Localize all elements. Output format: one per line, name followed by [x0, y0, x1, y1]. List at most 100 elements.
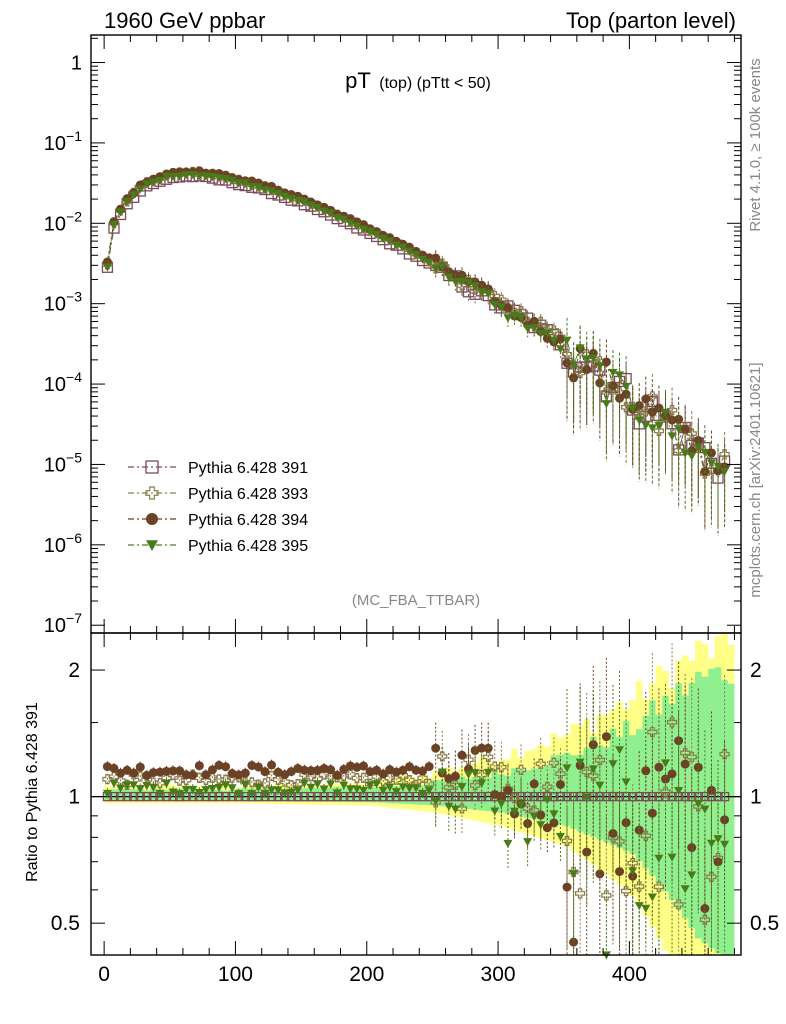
ratio-point: [411, 791, 421, 802]
ratio-point: [214, 783, 224, 792]
ratio-point: [175, 790, 185, 799]
ratio-point: [358, 786, 368, 795]
ratio-point: [515, 764, 527, 775]
x-tick-label: 300: [481, 963, 516, 986]
x-tick-label: 0: [98, 963, 110, 986]
ratio-y-tick-label-right: 1: [750, 786, 762, 809]
ratio-point: [496, 762, 507, 773]
ratio-point: [666, 717, 678, 728]
ratio-point: [155, 767, 165, 777]
ratio-point: [234, 790, 244, 799]
ratio-point: [365, 791, 375, 802]
ratio-point: [575, 888, 586, 899]
legend-label: Pythia 6.428 393: [188, 486, 308, 503]
data-point: [555, 345, 565, 354]
ratio-point: [372, 780, 382, 789]
legend-marker: [145, 486, 159, 500]
ratio-point: [431, 743, 441, 753]
ratio-point: [680, 885, 690, 894]
ratio-point: [647, 808, 657, 818]
ratio-point: [404, 784, 414, 793]
data-point: [615, 371, 625, 380]
ratio-point: [450, 779, 461, 791]
ratio-point: [154, 778, 166, 789]
ratio-point: [700, 791, 710, 802]
data-point: [647, 391, 658, 402]
y-tick-base: 10: [44, 454, 66, 476]
ratio-point: [293, 786, 303, 795]
data-point: [457, 277, 467, 286]
ratio-point: [503, 785, 513, 795]
ratio-point: [699, 914, 710, 925]
ratio-point: [299, 791, 310, 802]
ratio-point: [326, 765, 336, 775]
y-tick-exp: −5: [66, 449, 82, 465]
ratio-point: [312, 791, 323, 802]
ratio-point: [142, 791, 152, 802]
data-point: [102, 263, 112, 272]
data-point: [653, 425, 665, 436]
ratio-point: [647, 791, 658, 802]
y-tick-exp: −3: [66, 289, 82, 305]
ratio-point: [654, 854, 664, 863]
data-point: [680, 449, 690, 458]
ratio-point: [306, 766, 316, 776]
ratio-point: [188, 785, 198, 795]
ratio-point: [135, 785, 145, 794]
ratio-point: [227, 784, 237, 793]
ratio-point: [595, 781, 605, 790]
data-point: [621, 382, 631, 391]
y-tick-base: 10: [44, 133, 66, 155]
y-tick-base: 10: [44, 294, 66, 316]
ratio-point: [720, 840, 730, 849]
ratio-point: [398, 783, 408, 792]
ratio-point: [259, 778, 271, 789]
y-tick-exp: −2: [66, 208, 82, 224]
legend-label: Pythia 6.428 395: [188, 538, 308, 555]
ratio-point: [700, 904, 710, 914]
ratio-point: [267, 786, 277, 795]
ratio-point: [706, 839, 716, 848]
ratio-point: [194, 788, 204, 798]
x-tick-label: 400: [612, 963, 647, 986]
ratio-point: [418, 789, 428, 799]
ratio-point: [549, 810, 559, 819]
ratio-point: [673, 899, 684, 910]
ratio-point: [660, 759, 670, 768]
ratio-point: [444, 791, 454, 802]
ratio-point: [109, 779, 119, 788]
ratio-point: [562, 791, 572, 802]
ratio-point: [109, 791, 119, 802]
ratio-point: [687, 843, 697, 853]
ratio-point: [162, 766, 172, 776]
ratio-point: [450, 805, 460, 814]
ratio-y-tick-label-right: 0.5: [750, 912, 779, 935]
ratio-point: [365, 781, 375, 790]
ratio-point: [253, 791, 264, 802]
y-tick-label: 10−5: [44, 449, 82, 476]
ratio-point: [267, 760, 277, 770]
y-tick-exp: −7: [66, 610, 82, 626]
ratio-point: [431, 797, 441, 806]
header-right: Top (parton level): [566, 8, 736, 33]
x-tick-label: 200: [349, 963, 384, 986]
ratio-point: [450, 771, 460, 781]
data-point: [640, 406, 651, 417]
ratio-point: [594, 754, 605, 766]
ratio-point: [464, 770, 474, 779]
ratio-point: [122, 791, 132, 802]
legend-marker: [146, 513, 158, 525]
ratio-point: [411, 765, 421, 775]
series-line: [106, 174, 725, 472]
y-tick-label: 10−4: [44, 369, 82, 396]
ratio-point: [653, 881, 665, 892]
ratio-point: [667, 853, 677, 862]
ratio-point: [483, 751, 494, 763]
data-point: [273, 189, 283, 198]
data-point: [687, 452, 697, 461]
ratio-point: [273, 774, 284, 785]
data-point: [561, 349, 573, 360]
y-tick-label: 10−1: [44, 128, 82, 155]
ratio-point: [372, 765, 382, 775]
ratio-point: [385, 791, 395, 802]
